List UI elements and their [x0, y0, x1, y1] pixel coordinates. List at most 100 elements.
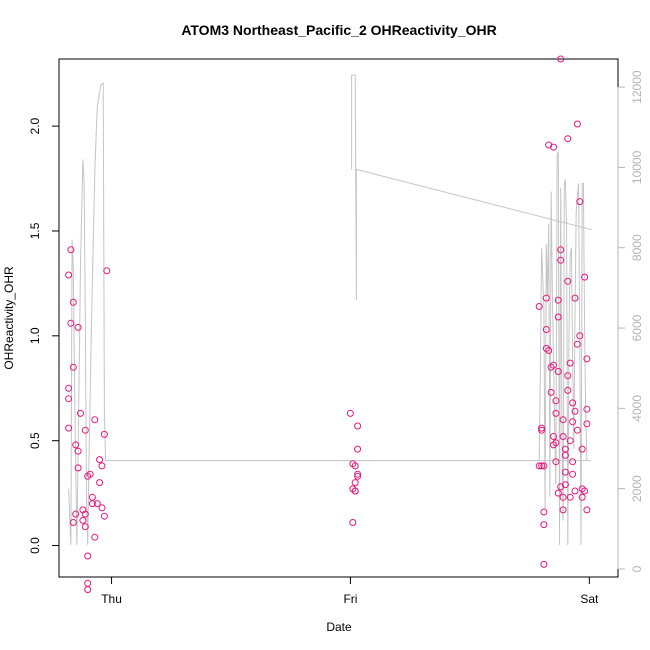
x-axis: Thu Fri Sat — [101, 576, 599, 606]
data-point — [65, 271, 73, 279]
data-point — [96, 456, 104, 464]
data-point — [554, 368, 562, 375]
data-point — [583, 405, 591, 413]
data-point — [569, 418, 577, 426]
data-point — [547, 388, 555, 396]
x-tick-label: Thu — [101, 592, 122, 606]
data-point — [569, 458, 577, 466]
data-point — [98, 504, 106, 512]
data-point — [100, 430, 108, 438]
data-point — [545, 347, 553, 354]
data-point — [65, 384, 73, 392]
data-point — [557, 246, 565, 254]
x-axis-label: Date — [326, 620, 352, 634]
y-tick-label: 0.0 — [28, 537, 42, 554]
data-point — [65, 424, 73, 432]
data-point — [552, 397, 560, 405]
right-tick-label: 12000 — [630, 70, 644, 104]
data-point — [540, 560, 548, 568]
data-point — [571, 487, 579, 495]
data-point — [354, 472, 362, 480]
right-tick-label: 6000 — [630, 314, 644, 341]
data-point — [74, 447, 82, 455]
data-point — [65, 395, 73, 403]
point-series-layer — [65, 55, 591, 594]
data-point — [540, 508, 548, 516]
data-point — [67, 319, 75, 327]
data-point — [72, 441, 80, 449]
data-point — [538, 426, 546, 434]
data-point — [566, 437, 574, 445]
data-point — [561, 445, 569, 453]
data-point — [578, 493, 586, 501]
data-point — [540, 462, 548, 470]
data-point — [550, 361, 557, 369]
x-tick-label: Fri — [343, 592, 357, 606]
right-tick-label: 10000 — [630, 150, 644, 184]
data-point — [96, 479, 104, 487]
data-point — [566, 359, 574, 367]
data-point — [88, 493, 96, 501]
data-point — [84, 552, 92, 560]
y-tick-label: 1.5 — [28, 222, 42, 239]
data-point — [564, 135, 572, 143]
data-point — [569, 470, 577, 478]
data-point — [554, 296, 562, 304]
data-point — [569, 399, 577, 407]
y-axis-left: 0.0 0.5 1.0 1.5 2.0 — [28, 117, 60, 554]
data-point — [561, 481, 569, 489]
data-point — [84, 579, 92, 587]
data-point — [69, 363, 77, 371]
data-point — [354, 422, 362, 430]
data-point — [552, 439, 560, 447]
data-point — [538, 462, 546, 470]
data-point — [561, 468, 569, 476]
data-point — [103, 267, 111, 275]
data-point — [578, 445, 586, 453]
data-point — [72, 510, 80, 518]
data-point — [351, 479, 359, 487]
plot-frame — [58, 58, 619, 578]
data-point — [542, 294, 550, 302]
data-point — [67, 246, 75, 254]
right-tick-label: 8000 — [630, 234, 644, 261]
data-point — [93, 500, 101, 508]
data-point — [554, 489, 562, 497]
data-point — [98, 462, 106, 470]
data-point — [576, 332, 584, 340]
data-point — [557, 256, 565, 264]
data-point — [535, 303, 543, 310]
data-point — [79, 516, 87, 524]
data-point — [351, 462, 359, 470]
data-point — [354, 445, 362, 453]
data-point — [74, 323, 82, 331]
data-point — [552, 458, 560, 466]
data-point — [81, 426, 89, 434]
data-point — [540, 521, 548, 529]
data-point — [559, 506, 567, 514]
y-tick-label: 0.5 — [28, 432, 42, 449]
data-point — [559, 416, 567, 424]
x-tick-label: Sat — [580, 592, 599, 606]
data-point — [84, 586, 92, 594]
data-point — [583, 420, 591, 428]
line-series-layer — [68, 74, 592, 545]
data-point — [77, 409, 84, 417]
chart-title: ATOM3 Northeast_Pacific_2 OHReactivity_O… — [181, 22, 496, 38]
right-tick-label: 2000 — [630, 475, 644, 502]
line-series-1 — [68, 82, 591, 545]
data-point — [564, 372, 572, 380]
data-point — [346, 409, 354, 417]
data-point — [349, 519, 357, 526]
data-point — [100, 512, 108, 520]
y-tick-label: 2.0 — [28, 117, 42, 134]
data-point — [552, 409, 560, 417]
data-point — [559, 433, 567, 440]
data-point — [571, 407, 579, 415]
y-axis-right: 0 2000 4000 6000 8000 10000 12000 — [617, 70, 644, 572]
y-axis-label: OHReactivity_OHR — [2, 266, 16, 370]
data-point — [538, 424, 546, 432]
data-point — [554, 313, 562, 321]
data-point — [559, 493, 567, 501]
